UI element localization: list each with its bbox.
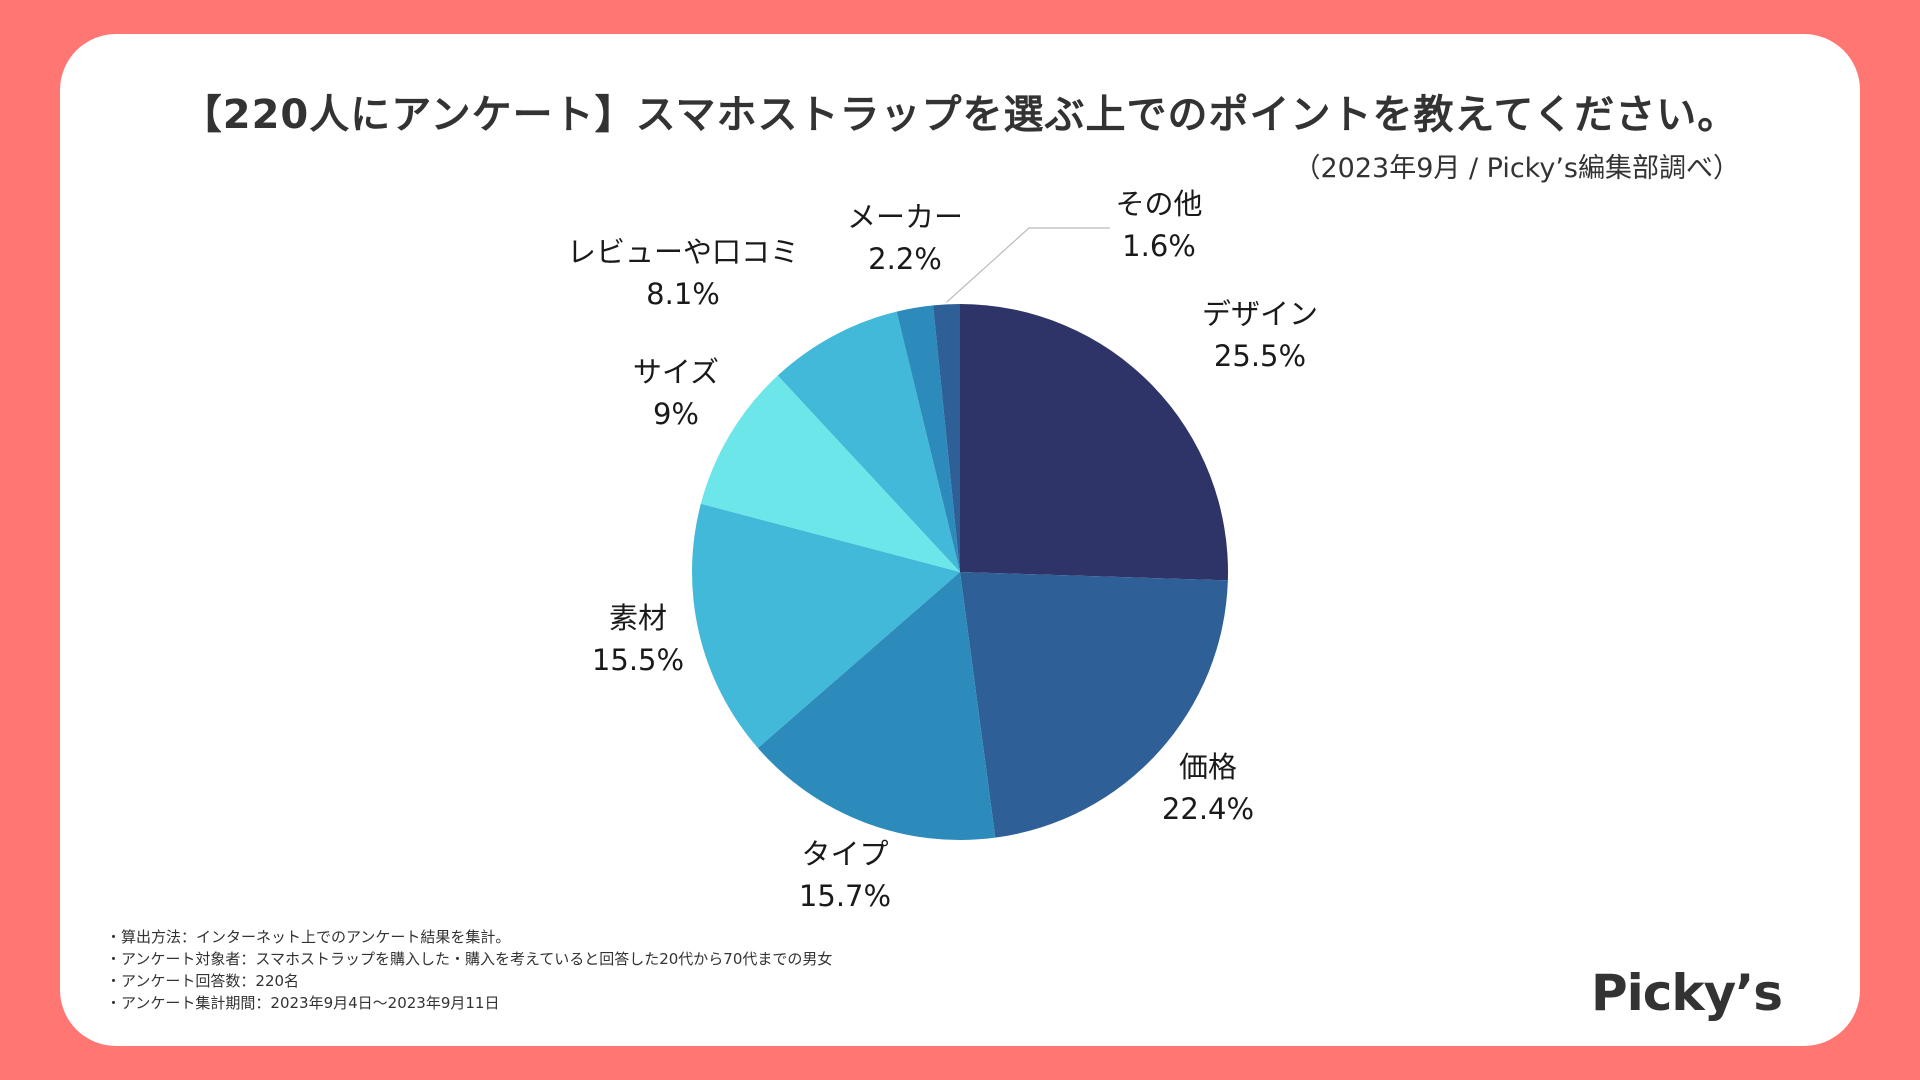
note-count: ・アンケート回答数：220名 <box>106 972 300 990</box>
slice-value-label-7: 2.2% <box>868 242 942 276</box>
pie-slice-5 <box>700 375 960 572</box>
note-period: ・アンケート集計期間：2023年9月4日〜2023年9月11日 <box>106 994 500 1012</box>
chart-subtitle: （2023年9月 / Picky’s編集部調べ） <box>1293 153 1741 184</box>
slice-label-7: メーカー <box>847 200 963 234</box>
slice-value-label-6: 8.1% <box>646 277 720 311</box>
slice-value-label-8: 1.6% <box>1122 229 1196 263</box>
slice-label-3: タイプ <box>801 837 888 871</box>
slice-label-6: レビューや口コミ <box>567 235 799 269</box>
slice-value-label-2: 22.4% <box>1162 792 1254 826</box>
note-method: ・算出方法：インターネット上でのアンケート結果を集計。 <box>106 928 511 946</box>
slice-value-label-4: 15.5% <box>592 643 684 677</box>
leader-line-other <box>946 227 1110 303</box>
slice-value-label-5: 9% <box>653 397 699 431</box>
pie-slice-6 <box>777 311 960 572</box>
pie-slice-1 <box>960 304 1229 581</box>
slice-label-4: 素材 <box>609 601 667 635</box>
chart-card: 【220人にアンケート】スマホストラップを選ぶ上でのポイントを教えてください。 … <box>60 34 1860 1046</box>
pie-slice-4 <box>691 503 960 748</box>
note-target: ・アンケート対象者：スマホストラップを購入した・購入を考えていると回答した20代… <box>106 950 833 968</box>
survey-notes: ・算出方法：インターネット上でのアンケート結果を集計。 ・アンケート対象者：スマ… <box>106 926 832 1014</box>
slice-value-label-1: 25.5% <box>1214 339 1306 373</box>
chart-title: 【220人にアンケート】スマホストラップを選ぶ上でのポイントを教えてください。 <box>181 92 1739 138</box>
slice-label-1: デザイン <box>1202 297 1318 331</box>
slice-label-8: その他 <box>1115 187 1202 221</box>
pie-slice-7 <box>896 305 960 572</box>
pie-slice-2 <box>960 572 1228 838</box>
pie-chart: デザイン 25.5% 価格 22.4% タイプ 15.7% 素材 15.5% サイズ 9% レビュー… <box>567 187 1318 913</box>
pie-slice-3 <box>757 572 996 840</box>
pickys-logo: Picky’s <box>1590 964 1783 1022</box>
slice-value-label-3: 15.7% <box>799 879 891 913</box>
pie-slice-8 <box>933 303 960 572</box>
slice-label-5: サイズ <box>633 355 719 389</box>
slice-label-2: 価格 <box>1179 750 1237 784</box>
